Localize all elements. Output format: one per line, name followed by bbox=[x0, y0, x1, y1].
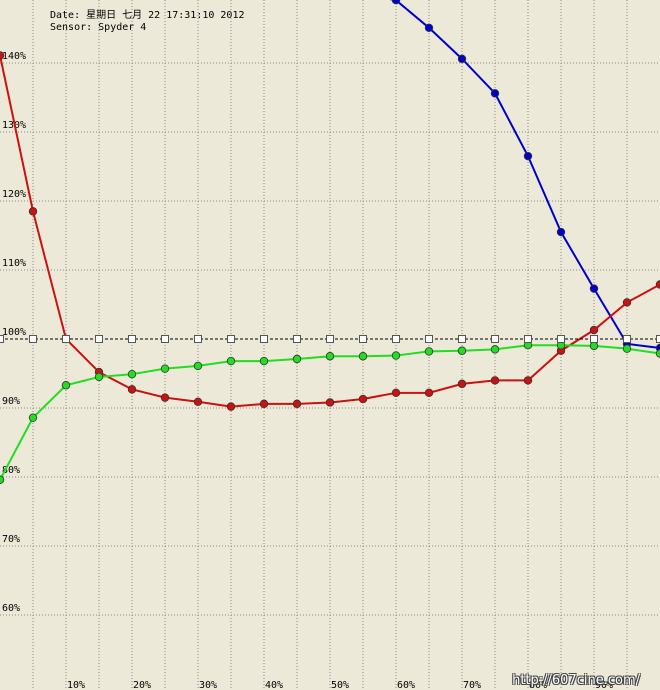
data-point bbox=[0, 51, 5, 60]
data-point-square bbox=[557, 335, 565, 343]
data-point bbox=[358, 352, 368, 361]
y-tick-label: 110% bbox=[2, 258, 26, 269]
data-point bbox=[424, 388, 434, 398]
data-point-square bbox=[227, 335, 235, 343]
x-tick-label: 70% bbox=[463, 680, 481, 690]
data-point bbox=[193, 361, 203, 371]
data-point bbox=[0, 475, 5, 484]
data-point bbox=[424, 347, 434, 356]
data-point bbox=[589, 341, 599, 351]
data-point-square bbox=[62, 335, 70, 343]
data-point-square bbox=[458, 335, 466, 343]
data-point bbox=[424, 23, 434, 33]
data-point bbox=[490, 376, 500, 385]
data-point-square bbox=[293, 335, 301, 343]
data-point bbox=[292, 399, 302, 409]
data-point-square bbox=[392, 335, 400, 343]
data-point bbox=[325, 352, 335, 361]
date-line: Date: 星期日 七月 22 17:31:10 2012 bbox=[50, 10, 245, 21]
data-point bbox=[622, 298, 632, 307]
series-line-0 bbox=[389, 0, 660, 349]
data-point-square bbox=[128, 335, 136, 343]
y-tick-label: 100% bbox=[2, 327, 26, 338]
data-point-square bbox=[194, 335, 202, 343]
data-point bbox=[655, 349, 660, 358]
y-tick-label: 120% bbox=[2, 189, 26, 200]
sensor-line: Sensor: Spyder 4 bbox=[50, 22, 147, 33]
series-lines bbox=[0, 0, 660, 484]
data-point bbox=[292, 354, 302, 364]
data-point-square bbox=[326, 335, 334, 343]
data-point bbox=[94, 372, 104, 382]
data-point bbox=[259, 356, 269, 366]
x-tick-label: 30% bbox=[199, 680, 217, 690]
data-point bbox=[391, 351, 401, 360]
data-point bbox=[127, 385, 137, 394]
data-point bbox=[457, 54, 467, 64]
data-point-square bbox=[359, 335, 367, 343]
data-point bbox=[523, 376, 533, 385]
data-point-square bbox=[161, 335, 169, 343]
data-point-square bbox=[425, 335, 433, 343]
data-point bbox=[259, 399, 269, 409]
data-point bbox=[61, 381, 71, 390]
x-tick-label: 40% bbox=[265, 680, 283, 690]
data-point bbox=[28, 413, 38, 422]
data-point bbox=[655, 280, 660, 289]
data-point-square bbox=[95, 335, 103, 343]
data-point bbox=[556, 227, 566, 237]
x-tick-label: 20% bbox=[133, 680, 151, 690]
data-point-square bbox=[260, 335, 268, 343]
data-point bbox=[490, 89, 500, 98]
data-point bbox=[193, 397, 203, 406]
data-point bbox=[523, 151, 533, 161]
data-point-square bbox=[656, 335, 660, 343]
y-tick-label: 60% bbox=[2, 603, 20, 614]
data-point bbox=[391, 0, 401, 5]
x-tick-label: 50% bbox=[331, 680, 349, 690]
watermark-text: http://607cine.com/ bbox=[512, 673, 640, 688]
tick-labels: 60%70%80%90%100%110%120%130%140%10% 20% 30… bbox=[2, 51, 613, 690]
data-point-square bbox=[0, 335, 4, 343]
x-tick-label: 80% bbox=[529, 680, 547, 690]
data-point bbox=[160, 393, 170, 402]
data-point-square bbox=[29, 335, 37, 343]
data-point bbox=[490, 345, 500, 354]
x-tick-label: 90% bbox=[595, 680, 613, 690]
x-tick-label: 60% bbox=[397, 680, 415, 690]
data-point bbox=[457, 346, 467, 355]
data-point-square bbox=[491, 335, 499, 343]
data-point bbox=[28, 207, 38, 216]
y-tick-label: 90% bbox=[2, 396, 20, 407]
data-point bbox=[457, 379, 467, 389]
data-point bbox=[226, 356, 236, 366]
data-point bbox=[160, 364, 170, 373]
x-tick-label: 10% bbox=[67, 680, 85, 690]
data-point bbox=[226, 402, 236, 411]
data-point bbox=[622, 344, 632, 353]
data-point bbox=[358, 394, 368, 404]
data-point-square bbox=[623, 335, 631, 343]
y-tick-label: 80% bbox=[2, 465, 20, 476]
data-point bbox=[589, 325, 599, 335]
data-point bbox=[127, 369, 137, 379]
data-point bbox=[325, 398, 335, 407]
data-point-square bbox=[524, 335, 532, 343]
data-point bbox=[391, 388, 401, 398]
y-tick-label: 70% bbox=[2, 534, 20, 545]
data-point-square bbox=[590, 335, 598, 343]
data-point bbox=[589, 284, 599, 293]
y-tick-label: 140% bbox=[2, 51, 26, 62]
